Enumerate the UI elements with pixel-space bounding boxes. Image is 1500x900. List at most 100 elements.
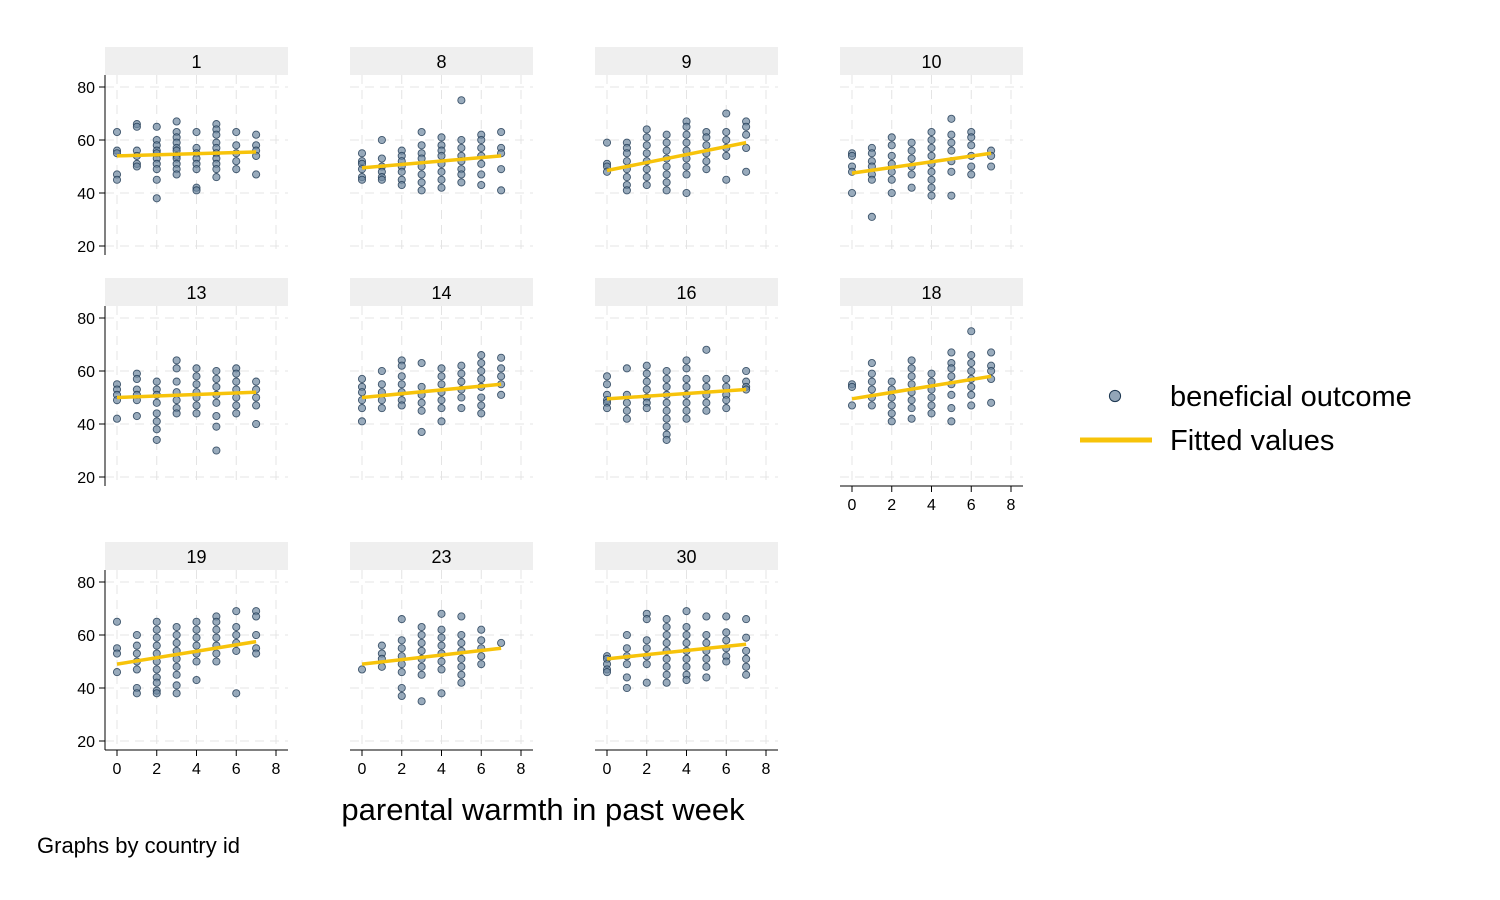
- scatter-point: [947, 167, 956, 176]
- scatter-point: [927, 401, 936, 410]
- panel-strip-label: 23: [431, 547, 451, 567]
- scatter-point: [457, 393, 466, 402]
- x-tick-label: 2: [397, 761, 406, 778]
- y-tick-label: 20: [77, 239, 95, 256]
- scatter-point: [377, 641, 386, 650]
- scatter-point: [437, 689, 446, 698]
- scatter-point: [682, 382, 691, 391]
- scatter-point: [192, 186, 201, 195]
- scatter-point: [907, 356, 916, 365]
- y-tick-label: 40: [77, 681, 95, 698]
- scatter-point: [722, 135, 731, 145]
- scatter-point: [437, 151, 446, 160]
- scatter-point: [742, 130, 751, 139]
- scatter-point: [457, 361, 466, 370]
- scatter-point: [437, 167, 446, 176]
- scatter-point: [152, 417, 161, 426]
- scatter-point: [742, 167, 751, 176]
- scatter-point: [417, 178, 426, 187]
- x-tick-label: 4: [682, 761, 691, 778]
- fitted-line: [116, 150, 257, 158]
- scatter-point: [497, 364, 506, 373]
- scatter-point: [947, 404, 956, 413]
- scatter-point: [132, 641, 141, 650]
- scatter-point: [212, 366, 221, 376]
- panel-strip-label: 30: [676, 547, 696, 567]
- scatter-point: [722, 151, 731, 160]
- scatter-point: [927, 175, 936, 184]
- scatter-point: [722, 127, 731, 137]
- scatter-point: [662, 670, 671, 679]
- scatter-point: [232, 401, 241, 410]
- scatter-point: [907, 183, 916, 192]
- scatter-point: [232, 141, 241, 150]
- scatter-point: [437, 417, 446, 426]
- scatter-point: [682, 356, 691, 365]
- scatter-point: [967, 170, 976, 179]
- scatter-point: [357, 417, 367, 426]
- scatter-point: [417, 623, 426, 632]
- scatter-point: [887, 175, 896, 184]
- scatter-point: [497, 165, 506, 174]
- scatter-point: [457, 170, 466, 179]
- scatter-point: [477, 358, 486, 368]
- fitted-line: [851, 151, 992, 175]
- fitted-line: [361, 646, 502, 666]
- scatter-point: [682, 406, 691, 415]
- scatter-point: [682, 638, 691, 648]
- x-tick-label: 2: [152, 761, 161, 778]
- x-tick-label: 2: [887, 497, 896, 514]
- scatter-point: [232, 157, 241, 166]
- scatter-point: [457, 178, 466, 187]
- scatter-point: [397, 167, 406, 176]
- fitted-line: [116, 639, 257, 666]
- scatter-point: [357, 374, 367, 384]
- scatter-point: [417, 127, 426, 137]
- scatter-point: [477, 625, 486, 634]
- scatter-point: [702, 345, 711, 354]
- scatter-point: [477, 409, 486, 418]
- scatter-point: [397, 401, 406, 410]
- scatter-point: [682, 374, 691, 384]
- scatter-point: [252, 630, 261, 640]
- scatter-point: [192, 657, 201, 666]
- panel-strip: [105, 47, 288, 75]
- scatter-point: [967, 358, 976, 368]
- scatter-point: [642, 133, 651, 142]
- scatter-point: [907, 414, 916, 423]
- scatter-point: [417, 697, 426, 706]
- scatter-point: [437, 372, 446, 381]
- scatter-point: [437, 396, 446, 405]
- scatter-point: [682, 138, 691, 147]
- scatter-point: [417, 670, 426, 679]
- scatter-point: [702, 662, 711, 671]
- scatter-point: [212, 382, 221, 391]
- scatter-point: [232, 393, 241, 402]
- scatter-point: [477, 660, 486, 669]
- scatter-point: [867, 175, 876, 184]
- scatter-point: [132, 374, 141, 384]
- scatter-point: [662, 130, 671, 139]
- scatter-point: [152, 633, 161, 642]
- scatter-point: [622, 683, 631, 693]
- scatter-point: [622, 186, 631, 195]
- scatter-point: [477, 180, 486, 190]
- scatter-point: [967, 327, 976, 336]
- scatter-point: [132, 630, 141, 640]
- scatter-point: [867, 358, 876, 368]
- scatter-point: [887, 151, 896, 160]
- scatter-point: [417, 638, 426, 648]
- scatter-point: [722, 109, 731, 118]
- scatter-point: [662, 186, 671, 195]
- y-tick-label: 80: [77, 575, 95, 592]
- x-tick-label: 6: [232, 761, 241, 778]
- scatter-point: [662, 435, 671, 444]
- scatter-point: [887, 133, 896, 142]
- scatter-point: [662, 615, 671, 624]
- scatter-point: [377, 366, 386, 376]
- scatter-point: [702, 165, 711, 174]
- scatter-point: [397, 668, 406, 677]
- scatter-point: [662, 654, 671, 663]
- scatter-point: [437, 657, 446, 666]
- scatter-point: [907, 146, 916, 155]
